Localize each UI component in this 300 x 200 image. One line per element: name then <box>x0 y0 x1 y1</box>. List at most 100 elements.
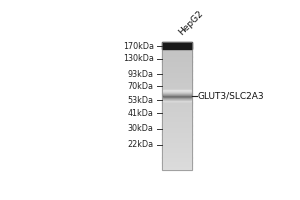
Bar <box>162 95 192 96</box>
Bar <box>162 105 192 106</box>
Text: HepG2: HepG2 <box>177 9 205 37</box>
Bar <box>162 162 192 164</box>
Bar <box>162 101 192 103</box>
Bar <box>162 169 192 170</box>
Bar <box>162 152 192 154</box>
Text: 30kDa: 30kDa <box>128 124 154 133</box>
Bar <box>163 91 191 92</box>
Bar <box>162 145 192 146</box>
Bar <box>162 143 192 145</box>
Bar <box>163 98 191 99</box>
Bar <box>163 99 191 100</box>
Text: 170kDa: 170kDa <box>123 42 154 51</box>
Bar <box>162 166 192 168</box>
Bar <box>163 98 191 99</box>
Bar <box>162 122 192 123</box>
Bar <box>162 160 192 161</box>
Text: 22kDa: 22kDa <box>128 140 154 149</box>
Bar <box>162 164 192 165</box>
Bar <box>162 150 192 151</box>
Text: 41kDa: 41kDa <box>128 109 154 118</box>
Bar <box>162 124 192 126</box>
Bar <box>162 131 192 132</box>
Bar <box>162 92 192 94</box>
Bar <box>162 59 192 60</box>
Bar <box>162 120 192 122</box>
Bar <box>162 68 192 69</box>
Bar <box>162 73 192 74</box>
Bar <box>162 142 192 143</box>
Bar <box>162 134 192 136</box>
Bar <box>162 79 192 81</box>
Bar <box>163 95 191 96</box>
Bar <box>162 129 192 131</box>
Bar <box>162 151 192 152</box>
Bar <box>162 69 192 71</box>
Bar <box>162 132 192 133</box>
Bar <box>162 123 192 124</box>
Bar <box>163 94 191 95</box>
Bar <box>162 47 192 49</box>
Bar <box>163 97 191 98</box>
Bar <box>162 127 192 128</box>
Bar <box>162 159 192 160</box>
Bar <box>162 58 192 59</box>
Bar <box>163 92 191 93</box>
Bar <box>162 76 192 77</box>
Bar <box>162 67 192 68</box>
Bar <box>163 95 191 96</box>
Bar <box>162 154 192 155</box>
Bar <box>162 50 192 51</box>
Text: GLUT3/SLC2A3: GLUT3/SLC2A3 <box>198 91 265 100</box>
Bar <box>162 51 192 53</box>
Bar <box>162 137 192 138</box>
Bar <box>162 61 192 63</box>
Bar <box>162 114 192 115</box>
Bar <box>162 97 192 99</box>
Bar <box>162 44 192 45</box>
Bar <box>162 60 192 62</box>
Bar <box>162 141 192 142</box>
Text: 53kDa: 53kDa <box>128 96 154 105</box>
Bar <box>162 74 192 76</box>
Bar <box>162 138 192 140</box>
Bar <box>162 156 192 158</box>
Bar <box>163 92 191 93</box>
Bar <box>163 90 191 91</box>
Bar <box>162 42 192 49</box>
Bar <box>162 109 192 110</box>
Bar <box>162 119 192 120</box>
Bar <box>162 46 192 48</box>
Bar <box>162 49 192 50</box>
Bar <box>162 70 192 72</box>
Bar <box>162 86 192 87</box>
Bar <box>162 116 192 118</box>
Bar <box>162 88 192 90</box>
Bar <box>162 53 192 54</box>
Bar <box>162 85 192 86</box>
Bar <box>162 91 192 92</box>
Text: 70kDa: 70kDa <box>128 82 154 91</box>
Bar <box>162 56 192 58</box>
Bar <box>162 78 192 80</box>
Bar <box>162 128 192 129</box>
Bar <box>163 91 191 92</box>
Bar <box>162 42 192 44</box>
Bar <box>162 65 192 67</box>
Bar <box>162 99 192 100</box>
Bar <box>162 147 192 149</box>
Bar <box>163 94 191 95</box>
Bar <box>162 102 192 104</box>
Bar <box>162 136 192 137</box>
Bar <box>162 110 192 112</box>
Bar <box>162 113 192 114</box>
Bar <box>162 118 192 119</box>
Bar <box>162 83 192 85</box>
Bar <box>163 99 191 100</box>
Bar <box>162 125 192 127</box>
Bar <box>162 139 192 141</box>
Bar <box>162 148 192 150</box>
Bar <box>162 42 192 170</box>
Bar <box>162 87 192 88</box>
Bar <box>162 104 192 105</box>
